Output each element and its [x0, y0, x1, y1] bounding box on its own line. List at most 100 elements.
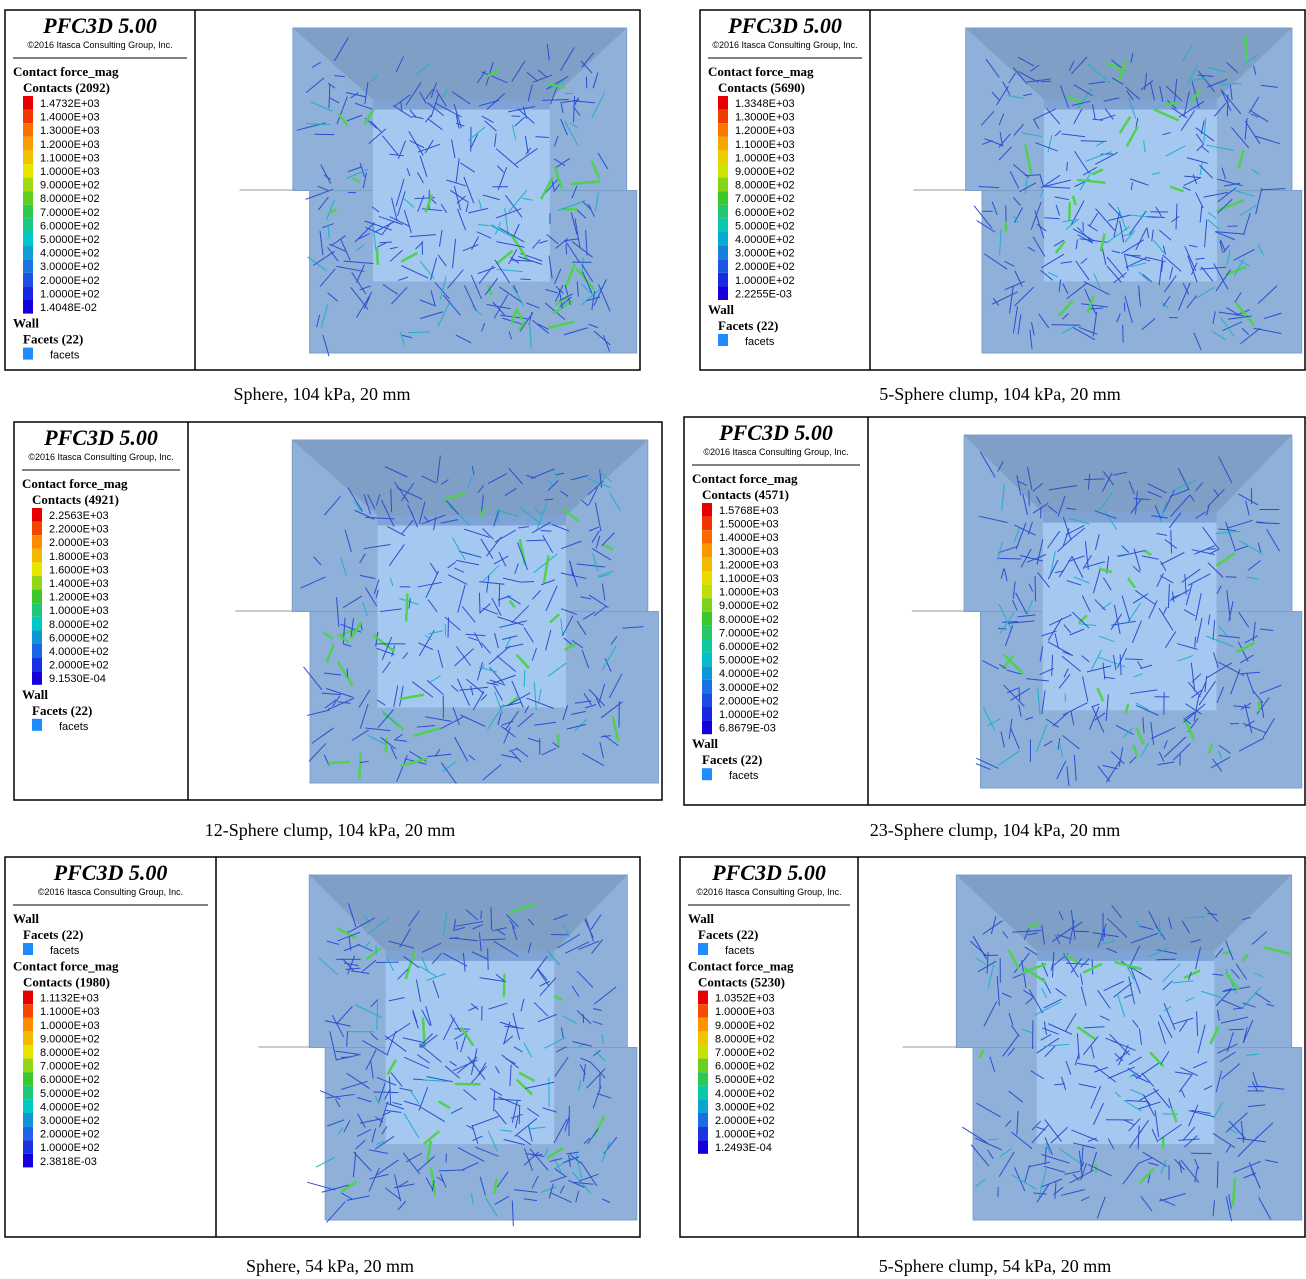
- legend-label: 6.0000E+02: [40, 1074, 100, 1086]
- contact: [527, 1126, 546, 1130]
- contact: [463, 176, 475, 204]
- contact: [1142, 1094, 1156, 1117]
- contact: [572, 1040, 592, 1047]
- contact: [1027, 467, 1033, 490]
- contact: [403, 1113, 420, 1139]
- contact: [1164, 631, 1177, 649]
- contact: [1089, 307, 1104, 310]
- contact: [544, 1148, 549, 1157]
- contact: [1130, 262, 1147, 268]
- contact: [351, 729, 369, 741]
- contact: [1160, 561, 1167, 571]
- legend-label: 2.0000E+02: [40, 1129, 100, 1141]
- contact: [565, 941, 590, 954]
- contact: [325, 199, 335, 221]
- contact: [560, 118, 568, 136]
- contact: [1147, 216, 1165, 219]
- contact: [403, 209, 412, 234]
- contact: [1103, 97, 1120, 102]
- contact: [1197, 70, 1216, 93]
- contact: [465, 203, 469, 212]
- legend-label: 4.0000E+02: [40, 248, 100, 260]
- contact: [1185, 583, 1193, 606]
- contact: [1072, 611, 1090, 629]
- contact: [1024, 946, 1038, 956]
- contact: [1073, 84, 1093, 97]
- contact: [356, 244, 364, 251]
- contact: [604, 658, 612, 672]
- contact: [537, 968, 548, 981]
- contact: [1039, 188, 1044, 197]
- legend-label: 6.8679E-03: [719, 723, 776, 735]
- contact: [452, 707, 460, 725]
- contact: [1212, 1200, 1215, 1217]
- contact: [502, 577, 520, 583]
- caption: 5-Sphere clump, 54 kPa, 20 mm: [879, 1256, 1111, 1276]
- contact: [1093, 272, 1101, 288]
- legend-swatch: [702, 543, 712, 558]
- contact: [1260, 701, 1265, 718]
- contact: [1101, 472, 1113, 493]
- contact: [507, 106, 536, 113]
- contact: [1082, 962, 1103, 974]
- contact: [1216, 1161, 1219, 1188]
- contact: [421, 514, 446, 525]
- contact: [1047, 617, 1063, 641]
- contact: [343, 944, 360, 952]
- contact: [1101, 940, 1116, 945]
- contact: [554, 1056, 569, 1077]
- contact: [1010, 727, 1020, 750]
- legend-swatch: [23, 990, 33, 1005]
- contact: [1221, 999, 1242, 1009]
- contact: [472, 690, 485, 711]
- contact: [524, 705, 530, 714]
- legend-label: 1.6000E+03: [49, 564, 109, 576]
- contact: [1071, 556, 1084, 579]
- contact: [1090, 1046, 1095, 1059]
- contact: [609, 492, 622, 512]
- contact: [328, 208, 338, 214]
- contact: [1237, 641, 1249, 662]
- contact: [456, 1056, 478, 1074]
- contact: [1119, 654, 1122, 676]
- legend-label: 4.0000E+02: [735, 234, 795, 246]
- contact: [1113, 982, 1133, 998]
- contact: [418, 630, 435, 657]
- contact: [1004, 280, 1026, 291]
- contact: [581, 499, 589, 507]
- contact: [323, 672, 341, 676]
- contact: [346, 1031, 349, 1047]
- contact: [1093, 1064, 1117, 1083]
- contact: [497, 167, 508, 190]
- contact: [1030, 1070, 1044, 1080]
- contact: [1081, 1196, 1090, 1202]
- contact: [465, 909, 479, 921]
- contact: [1264, 1159, 1279, 1164]
- contact: [1251, 931, 1268, 945]
- contact: [1047, 559, 1059, 580]
- contact: [1135, 590, 1156, 606]
- contact: [560, 572, 587, 579]
- contact: [400, 100, 403, 113]
- contact: [594, 192, 600, 212]
- legend-subheading: Contacts (5230): [698, 975, 785, 990]
- contact: [1246, 1053, 1260, 1056]
- contact: [403, 198, 415, 208]
- contact: [1106, 226, 1130, 244]
- contact: [336, 96, 348, 125]
- contact: [601, 583, 606, 601]
- contact: [1013, 123, 1024, 136]
- contact: [1245, 54, 1259, 63]
- contact: [387, 958, 394, 972]
- contact: [491, 224, 505, 234]
- contact: [540, 530, 552, 532]
- contact: [467, 1056, 486, 1080]
- contact: [497, 712, 502, 726]
- contact: [1095, 208, 1116, 231]
- contact: [554, 1168, 566, 1177]
- contact: [1054, 1182, 1057, 1199]
- contact: [1174, 1158, 1185, 1171]
- contact: [587, 1128, 599, 1145]
- contact: [1147, 491, 1163, 498]
- contact: [481, 494, 484, 512]
